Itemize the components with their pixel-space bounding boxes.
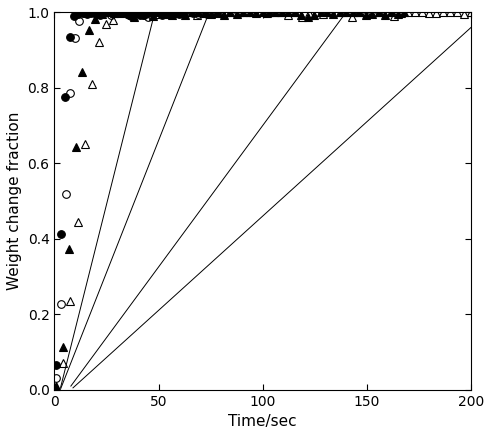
Y-axis label: Weight change fraction: Weight change fraction [7,112,22,290]
X-axis label: Time/sec: Time/sec [228,414,297,429]
